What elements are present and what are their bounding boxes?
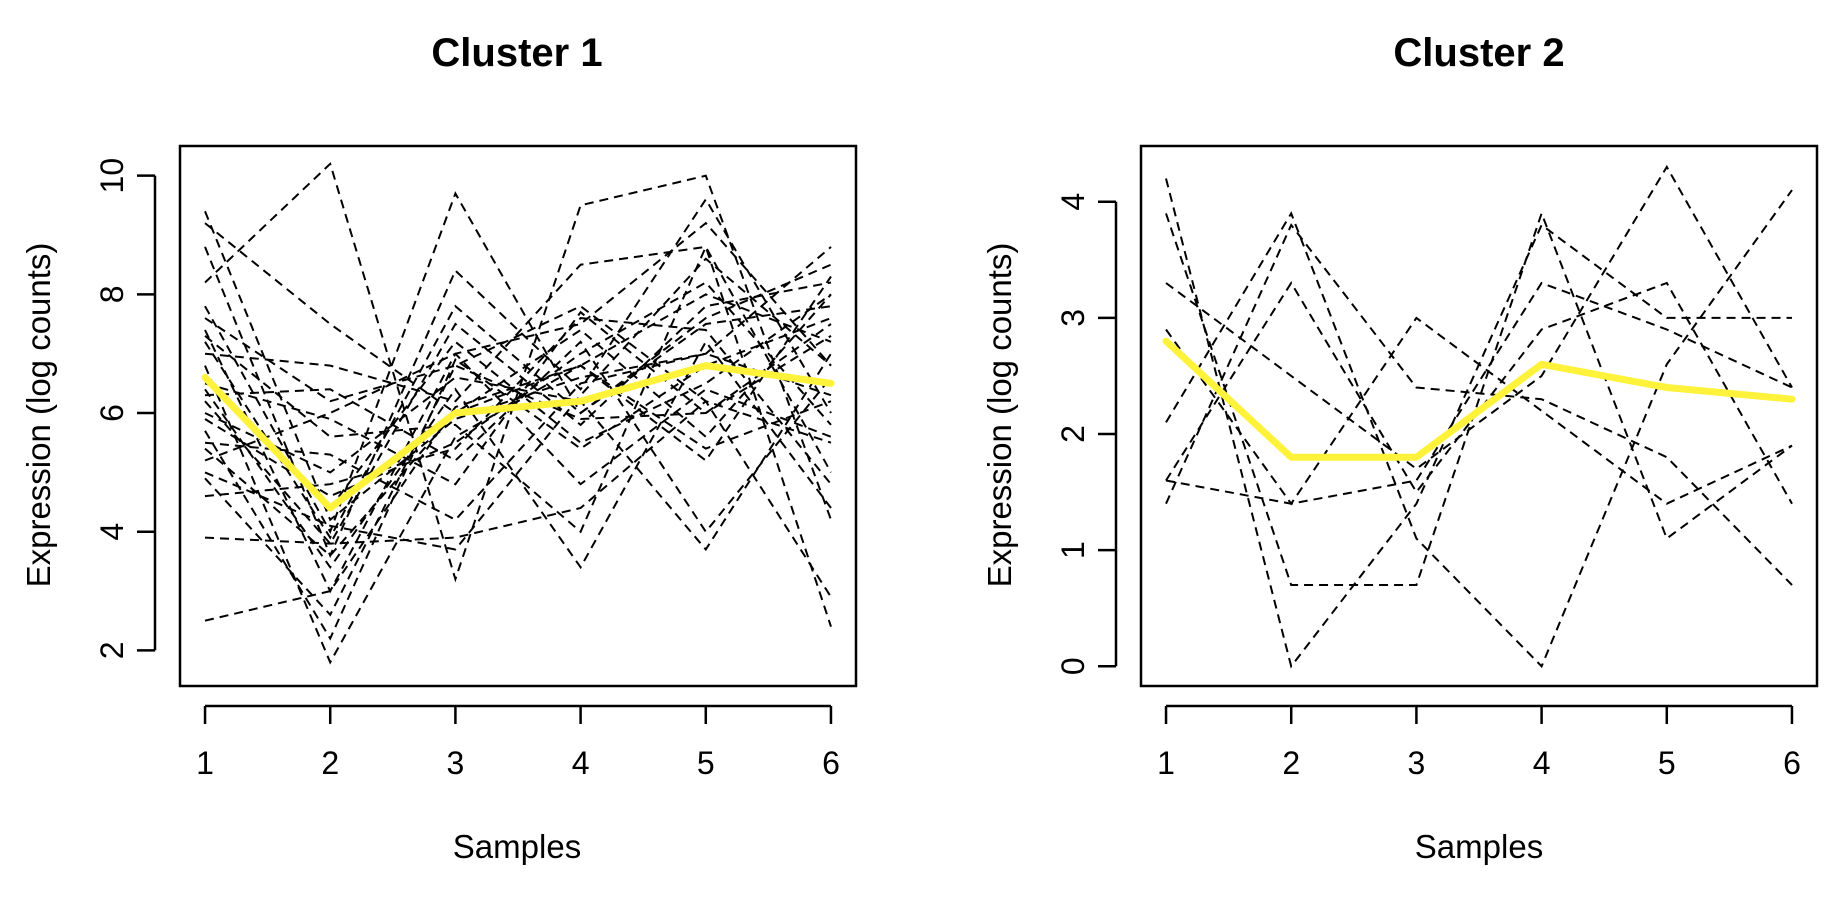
y-tick-label: 2 <box>94 641 130 659</box>
y-tick-label: 4 <box>1055 193 1091 211</box>
x-tick-label: 6 <box>822 745 840 781</box>
profile-line <box>204 352 832 522</box>
x-tick-label: 5 <box>697 745 715 781</box>
profile-line <box>1165 281 1793 505</box>
centroid-line <box>201 362 835 512</box>
profile-line <box>204 304 832 540</box>
profile-line <box>1165 178 1792 669</box>
profile-line <box>204 399 832 598</box>
profile-line <box>204 317 832 641</box>
profile-line <box>204 245 832 473</box>
plot-frame <box>1139 144 1819 688</box>
y-axis: 0 1 2 3 4 <box>1055 193 1118 675</box>
chart-title: Cluster 2 <box>1393 31 1564 75</box>
y-tick-label: 1 <box>1055 541 1091 559</box>
profile-line <box>1165 316 1793 506</box>
profile-line <box>204 339 832 570</box>
profile-line <box>204 335 832 617</box>
x-axis-label: Samples <box>453 828 581 865</box>
y-tick-label: 2 <box>1055 425 1091 443</box>
y-tick-label: 10 <box>94 158 130 194</box>
profile-line <box>204 364 832 665</box>
profile-line <box>1165 281 1793 505</box>
profile-line <box>1165 164 1793 471</box>
x-tick-label: 3 <box>447 745 465 781</box>
x-tick-label: 2 <box>1282 745 1300 781</box>
x-axis: 1 2 3 4 5 6 <box>196 704 840 781</box>
centroid-series-line <box>201 362 835 512</box>
profile-lines <box>204 161 832 665</box>
profile-line <box>1165 210 1793 586</box>
y-tick-label: 6 <box>94 404 130 422</box>
profile-line <box>204 281 832 546</box>
centroid-line <box>1162 337 1796 461</box>
plot-frame <box>178 144 858 688</box>
profile-line <box>204 310 832 486</box>
centroid-series-line <box>1162 337 1796 461</box>
x-tick-label: 6 <box>1783 745 1801 781</box>
x-tick-label: 1 <box>1157 745 1175 781</box>
profile-lines <box>1165 164 1793 669</box>
x-tick-label: 4 <box>572 745 590 781</box>
x-tick-label: 1 <box>196 745 214 781</box>
cluster-2-panel: Cluster 2 Samples Expression (log counts… <box>981 31 1819 865</box>
x-tick-label: 4 <box>1533 745 1551 781</box>
x-tick-label: 2 <box>321 745 339 781</box>
profile-line <box>204 352 832 486</box>
y-axis-label: Expression (log counts) <box>981 243 1018 588</box>
x-tick-label: 5 <box>1658 745 1676 781</box>
profile-line <box>204 305 832 444</box>
profile-line <box>1165 189 1793 669</box>
y-tick-label: 8 <box>94 285 130 303</box>
y-axis: 2 4 6 8 10 <box>94 158 157 659</box>
y-axis-label: Expression (log counts) <box>20 243 57 588</box>
profile-line <box>204 257 832 551</box>
x-axis: 1 2 3 4 5 6 <box>1157 704 1801 781</box>
profile-line <box>1165 223 1793 586</box>
y-tick-label: 0 <box>1055 657 1091 675</box>
profile-line <box>204 293 832 557</box>
y-tick-label: 3 <box>1055 309 1091 327</box>
profile-line <box>204 221 832 594</box>
profile-line <box>204 275 832 622</box>
profile-line <box>204 197 832 559</box>
x-tick-label: 3 <box>1408 745 1426 781</box>
chart-title: Cluster 1 <box>431 31 602 75</box>
profile-line <box>204 222 832 415</box>
y-tick-label: 4 <box>94 523 130 541</box>
cluster-1-panel: Cluster 1 Samples Expression (log counts… <box>20 31 858 865</box>
profile-line <box>204 317 832 498</box>
x-axis-label: Samples <box>1415 828 1543 865</box>
